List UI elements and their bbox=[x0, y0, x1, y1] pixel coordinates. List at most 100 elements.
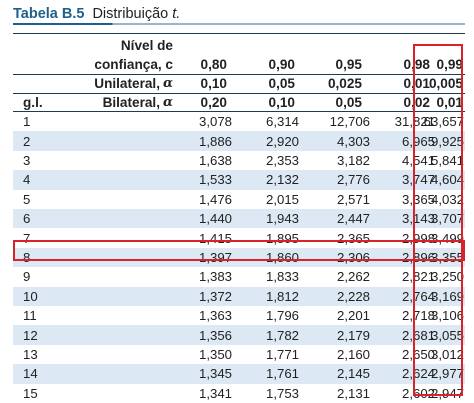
critical-value-cell: 2,353 bbox=[265, 152, 299, 168]
critical-value-cell: 2,145 bbox=[336, 366, 370, 382]
gl-cell: 11 bbox=[23, 308, 37, 324]
table-row: 14 1,345 1,761 2,145 2,624 2,977 bbox=[13, 364, 465, 384]
critical-value-cell: 12,706 bbox=[329, 114, 370, 130]
critical-value-cell: 3,169 bbox=[430, 288, 464, 304]
header-rule-3 bbox=[13, 111, 465, 112]
critical-value-cell: 2,764 bbox=[401, 288, 435, 304]
critical-value-cell: 3,747 bbox=[401, 172, 435, 188]
gl-cell: 15 bbox=[23, 385, 38, 401]
unilateral-value: 0,025 bbox=[327, 76, 362, 92]
bilateral-value: 0,20 bbox=[200, 95, 227, 111]
table-row: 3 1,638 2,353 3,182 4,541 5,841 bbox=[13, 151, 465, 170]
critical-value-cell: 3,078 bbox=[198, 114, 232, 130]
gl-cell: 7 bbox=[23, 230, 31, 246]
critical-value-cell: 2,262 bbox=[336, 269, 370, 285]
critical-value-cell: 1,372 bbox=[198, 288, 232, 304]
bilateral-value: 0,05 bbox=[335, 95, 362, 111]
caption-underline bbox=[13, 23, 465, 25]
header-label-nivel: Nível de bbox=[120, 38, 173, 54]
critical-value-cell: 1,533 bbox=[198, 172, 232, 188]
unilateral-value: 0,10 bbox=[200, 76, 227, 92]
bilateral-value: 0,02 bbox=[403, 95, 430, 111]
critical-value-cell: 1,350 bbox=[198, 346, 232, 362]
critical-value-cell: 6,965 bbox=[401, 133, 435, 149]
critical-value-cell: 2,947 bbox=[430, 385, 464, 401]
table-title-symbol: t. bbox=[172, 6, 181, 22]
critical-value-cell: 2,131 bbox=[336, 385, 370, 401]
critical-value-cell: 1,886 bbox=[198, 133, 232, 149]
header-label-bilateral: Bilateral, α bbox=[73, 93, 173, 112]
critical-value-cell: 3,012 bbox=[430, 346, 464, 362]
critical-value-cell: 3,106 bbox=[430, 308, 464, 324]
critical-value-cell: 5,841 bbox=[430, 152, 464, 168]
critical-value-cell: 4,604 bbox=[430, 172, 464, 188]
critical-value-cell: 2,776 bbox=[336, 172, 370, 188]
alpha-symbol: α bbox=[162, 76, 173, 92]
critical-value-cell: 2,681 bbox=[401, 327, 435, 343]
critical-value-cell: 2,821 bbox=[401, 269, 435, 285]
critical-value-cell: 1,761 bbox=[265, 366, 299, 382]
header-label-confianca: confiança, c bbox=[94, 57, 173, 73]
critical-value-cell: 2,920 bbox=[265, 133, 299, 149]
critical-value-cell: 1,341 bbox=[198, 385, 232, 401]
critical-value-cell: 1,753 bbox=[265, 385, 299, 401]
confidence-value: 0,99 bbox=[436, 57, 463, 73]
confidence-value: 0,98 bbox=[403, 57, 430, 73]
critical-value-cell: 1,345 bbox=[198, 366, 232, 382]
table-number: Tabela B.5 bbox=[13, 6, 85, 22]
critical-value-cell: 1,860 bbox=[265, 249, 299, 265]
critical-value-cell: 1,796 bbox=[265, 308, 299, 324]
critical-value-cell: 1,771 bbox=[265, 346, 299, 362]
gl-cell: 6 bbox=[23, 211, 31, 227]
critical-value-cell: 4,032 bbox=[430, 191, 464, 207]
bilateral-value: 0,01 bbox=[436, 95, 463, 111]
table-row: 4 1,533 2,132 2,776 3,747 4,604 bbox=[13, 170, 465, 190]
gl-cell: 2 bbox=[23, 133, 31, 149]
gl-cell: 5 bbox=[23, 191, 31, 207]
unilateral-value: 0,01 bbox=[403, 76, 430, 92]
alpha-symbol: α bbox=[162, 95, 173, 111]
critical-value-cell: 2,896 bbox=[401, 249, 435, 265]
gl-cell: 9 bbox=[23, 269, 31, 285]
table-row: 15 1,341 1,753 2,131 2,602 2,947 bbox=[13, 384, 465, 403]
bilateral-value: 0,10 bbox=[268, 95, 295, 111]
critical-value-cell: 2,132 bbox=[265, 172, 299, 188]
bilateral-text: Bilateral, bbox=[102, 95, 160, 111]
table-row: 2 1,886 2,920 4,303 6,965 9,925 bbox=[13, 131, 465, 151]
critical-value-cell: 63,657 bbox=[423, 114, 464, 130]
header-rule-1 bbox=[13, 74, 465, 75]
table-row: 10 1,372 1,812 2,228 2,764 3,169 bbox=[13, 286, 465, 306]
critical-value-cell: 3,143 bbox=[401, 211, 435, 227]
gl-cell: 4 bbox=[23, 172, 31, 188]
unilateral-value: 0,005 bbox=[428, 76, 463, 92]
table-row: 5 1,476 2,015 2,571 3,365 4,032 bbox=[13, 190, 465, 209]
critical-value-cell: 4,303 bbox=[336, 133, 370, 149]
critical-value-cell: 1,812 bbox=[265, 288, 299, 304]
critical-value-cell: 2,015 bbox=[265, 191, 299, 207]
table-row: 12 1,356 1,782 2,179 2,681 3,055 bbox=[13, 325, 465, 345]
gl-cell: 1 bbox=[23, 114, 31, 130]
critical-value-cell: 3,365 bbox=[401, 191, 435, 207]
header-rule-2 bbox=[13, 93, 465, 94]
confidence-value: 0,90 bbox=[268, 57, 295, 73]
critical-value-cell: 2,718 bbox=[401, 308, 435, 324]
highlight-row-8 bbox=[13, 240, 465, 261]
critical-value-cell: 2,571 bbox=[336, 191, 370, 207]
critical-value-cell: 1,943 bbox=[265, 211, 299, 227]
gl-cell: 14 bbox=[23, 366, 38, 382]
critical-value-cell: 2,650 bbox=[401, 346, 435, 362]
critical-value-cell: 3,055 bbox=[430, 327, 464, 343]
critical-value-cell: 3,250 bbox=[430, 269, 464, 285]
critical-value-cell: 2,602 bbox=[401, 385, 435, 401]
table-row: 8 1,397 1,860 2,306 2,896 3,355 bbox=[13, 247, 465, 268]
critical-value-cell: 2,306 bbox=[336, 249, 370, 265]
gl-cell: 10 bbox=[23, 288, 38, 304]
table-row: 1 3,078 6,314 12,706 31,821 63,657 bbox=[13, 112, 465, 131]
confidence-value: 0,80 bbox=[200, 57, 227, 73]
top-rule bbox=[13, 33, 465, 34]
critical-value-cell: 2,201 bbox=[336, 308, 370, 324]
critical-value-cell: 1,356 bbox=[198, 327, 232, 343]
header-label-unilateral: Unilateral, α bbox=[73, 74, 173, 93]
highlight-column-099 bbox=[413, 44, 463, 396]
header-row-nivel: Nível de bbox=[13, 36, 465, 55]
